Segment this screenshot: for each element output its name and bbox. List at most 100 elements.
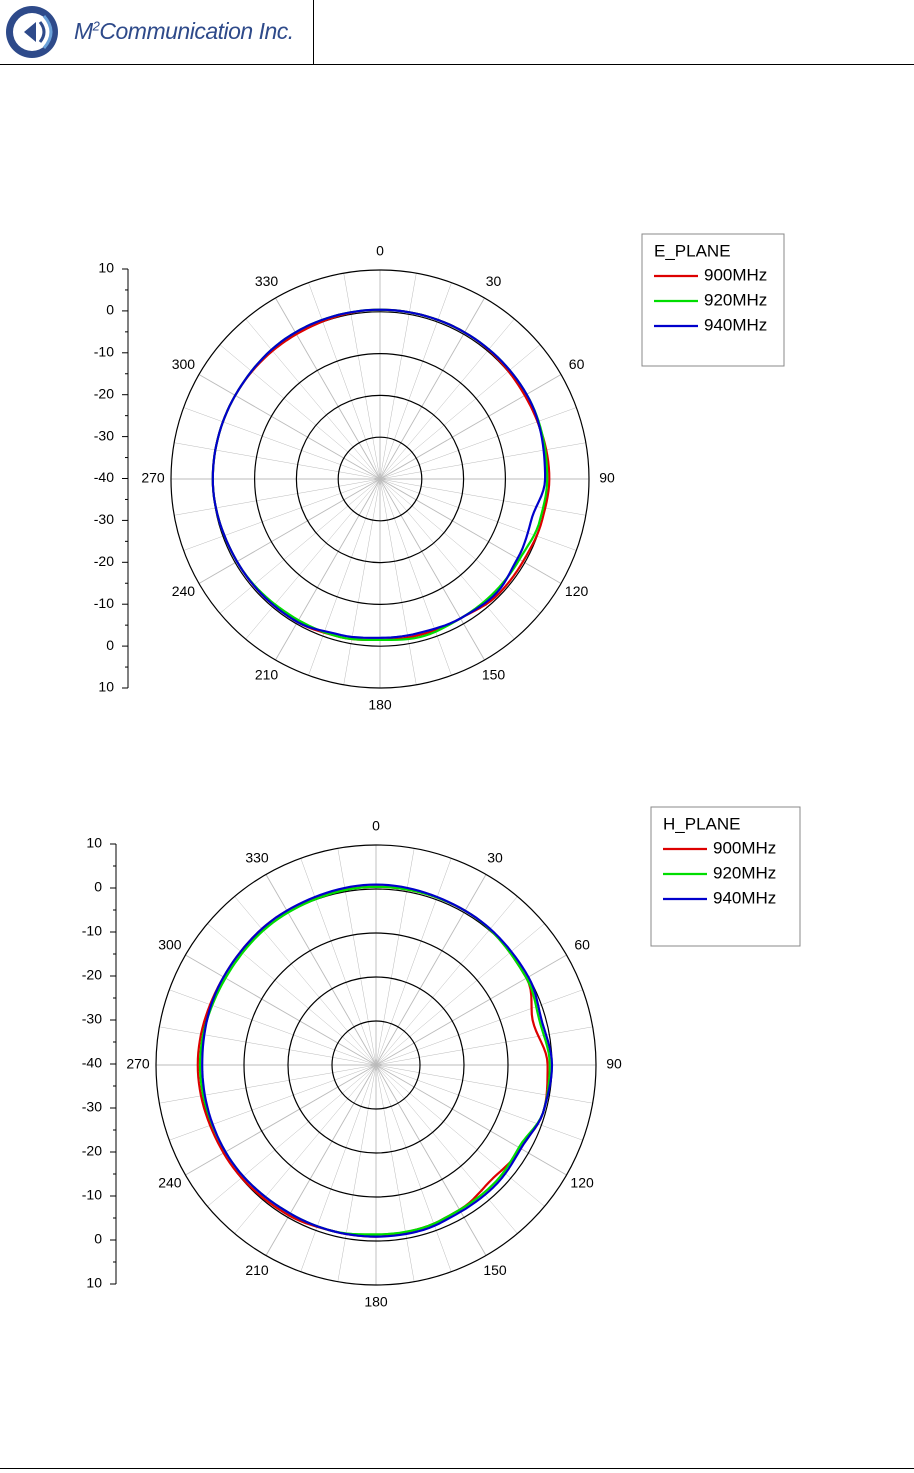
radial-tick-label: -20 [94, 553, 114, 569]
angle-tick-label: 120 [570, 1175, 594, 1191]
radial-gridline [169, 1064, 377, 1141]
radial-gridline [375, 896, 518, 1066]
angle-tick-label: 240 [172, 583, 196, 599]
legend-label: 900MHz [704, 265, 767, 284]
radial-tick-label: 10 [98, 260, 114, 276]
legend-title: E_PLANE [654, 241, 731, 260]
radial-gridline [375, 923, 545, 1066]
radial-tick-label: -40 [94, 469, 114, 485]
radial-gridline [265, 1064, 377, 1256]
radial-gridline [375, 874, 487, 1066]
ring-gridline [287, 976, 465, 1154]
radial-gridline [185, 1064, 377, 1176]
radial-gridline [245, 318, 381, 480]
radial-tick-label: -30 [82, 1099, 102, 1115]
angle-tick-label: 330 [245, 850, 269, 866]
radial-gridline [379, 478, 586, 516]
radial-gridline [265, 874, 377, 1066]
radial-gridline [337, 848, 377, 1066]
angle-tick-label: 0 [372, 818, 380, 834]
angle-tick-label: 180 [364, 1294, 388, 1310]
radial-gridline [159, 1064, 377, 1104]
radial-gridline [375, 1064, 567, 1176]
e-plane-chart: 0 30 60 90 120 150 180 210 240 270 300 330 10 0 -10 -20… [0, 230, 914, 730]
angle-tick-label: 60 [574, 937, 590, 953]
e-plane-polar-plot: 0 30 60 90 120 150 180 210 240 270 300 330 10 0 -10 -20… [94, 233, 785, 713]
radial-gridline [379, 478, 577, 551]
angle-tick-label: 300 [172, 356, 196, 372]
angle-tick-label: 90 [606, 1056, 622, 1072]
radial-tick-label: 10 [86, 835, 102, 851]
ring-gridline [170, 269, 590, 689]
angle-tick-label: 0 [376, 243, 384, 259]
radial-gridline [169, 989, 377, 1066]
radial-tick-label: -20 [82, 1143, 102, 1159]
radial-gridline [379, 478, 541, 614]
radial-tick-label: -10 [94, 344, 114, 360]
radial-gridline [308, 282, 381, 480]
radial-gridline [375, 1026, 593, 1066]
company-logo: M2Communication Inc. [4, 4, 304, 60]
radial-gridline [308, 478, 381, 676]
radial-gridline [245, 478, 381, 640]
ring-gridline [155, 844, 597, 1286]
legend-title: H_PLANE [663, 814, 740, 833]
radial-tick-label: -10 [82, 1187, 102, 1203]
header-divider [313, 0, 314, 65]
radial-gridline [343, 273, 381, 480]
radial-gridline [198, 374, 381, 480]
radial-gridline [375, 989, 583, 1066]
ring-gridline [295, 394, 465, 564]
radial-gridline [375, 1064, 518, 1234]
radial-gridline [379, 442, 586, 480]
radial-tick-label: -10 [94, 595, 114, 611]
radial-gridline [379, 318, 515, 480]
company-logo-icon [6, 6, 58, 58]
header-rule [0, 64, 914, 65]
h-plane-polar-plot: 0 30 60 90 120 150 180 210 240 270 300 330 10 0 -10 -20… [82, 806, 801, 1310]
angle-tick-label: 270 [141, 470, 165, 486]
company-name-sup: 2 [92, 18, 100, 34]
footer-rule [0, 1468, 914, 1469]
radial-gridline [379, 282, 452, 480]
radial-tick-label: 10 [98, 679, 114, 695]
radial-gridline [375, 954, 567, 1066]
angle-tick-label: 150 [483, 1262, 507, 1278]
ring-gridline [254, 352, 507, 606]
angle-tick-label: 240 [158, 1175, 182, 1191]
radial-gridline [379, 407, 577, 480]
radial-gridline [343, 478, 381, 685]
h-plane-chart: 0 30 60 90 120 150 180 210 240 270 300 330 10 0 -10 -20… [0, 805, 914, 1315]
radial-gridline [275, 478, 381, 661]
radial-tick-label: -20 [82, 967, 102, 983]
radial-gridline [375, 1064, 583, 1141]
radial-gridline [183, 478, 381, 551]
ring-gridline [337, 436, 423, 522]
company-name-prefix: M [74, 18, 93, 44]
page-header: M2Communication Inc. [0, 0, 914, 66]
radial-tick-label: 0 [106, 302, 114, 318]
radial-gridline [379, 478, 485, 661]
legend-box [650, 806, 801, 947]
radial-gridline [185, 954, 377, 1066]
radial-tick-label: 0 [94, 1231, 102, 1247]
legend-label: 920MHz [704, 290, 767, 309]
angle-tick-label: 270 [126, 1056, 150, 1072]
series-line-940MHz [211, 308, 547, 639]
radial-gridline [337, 1064, 377, 1282]
radial-tick-label: -40 [82, 1055, 102, 1071]
radial-tick-label: -30 [82, 1011, 102, 1027]
radial-tick-label: -20 [94, 385, 114, 401]
radial-tick-label: -30 [94, 427, 114, 443]
angle-tick-label: 330 [255, 273, 279, 289]
radial-gridline [219, 344, 381, 480]
radial-gridline [375, 1064, 593, 1104]
radial-gridline [375, 1064, 415, 1282]
radial-gridline [379, 344, 541, 480]
radial-gridline [379, 273, 417, 480]
radial-gridline [207, 923, 377, 1066]
radial-tick-label: 10 [86, 1275, 102, 1291]
radial-gridline [207, 1064, 377, 1207]
angle-tick-label: 210 [255, 666, 279, 682]
radial-gridline [300, 858, 377, 1066]
